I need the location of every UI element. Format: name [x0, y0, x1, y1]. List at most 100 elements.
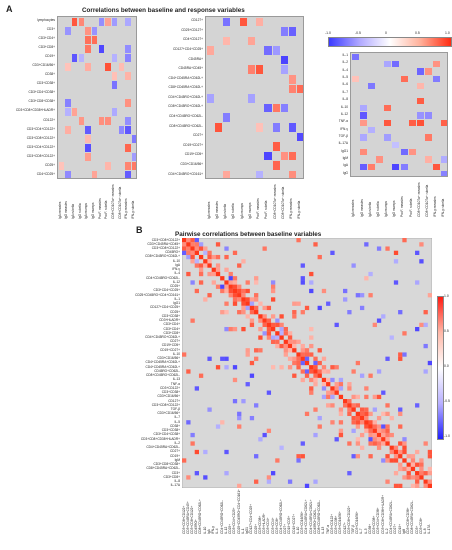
heatmap-cell: [296, 458, 301, 463]
heatmap-cell: [194, 263, 199, 268]
heatmap-cell: [249, 322, 255, 328]
heatmap-cell: [275, 335, 280, 340]
heatmap-cell: [376, 246, 382, 251]
heatmap-cell: [258, 335, 263, 340]
heatmap-cell: [355, 424, 361, 429]
heatmap-cell: [309, 369, 314, 374]
heatmap-cell: [381, 458, 386, 463]
heatmap-cell: [347, 310, 352, 315]
heatmap-cell: [224, 254, 229, 260]
heatmap-cell: [419, 471, 424, 476]
panel-b-title: Pairwise correlations between baseline v…: [175, 231, 322, 238]
heatmap-cell: [292, 301, 297, 306]
column-label: IgG measles: [214, 201, 219, 219]
row-label: IFN-γ: [172, 267, 180, 272]
column-label: IgG rubella: [77, 203, 82, 219]
heatmap-cell: [224, 288, 229, 294]
heatmap-cell: [266, 322, 272, 328]
heatmap-cell: [385, 424, 390, 429]
row-label: IL-4: [174, 271, 181, 276]
heatmap-cell: [215, 263, 221, 268]
heatmap-cell: [321, 356, 327, 361]
heatmap-cell: [392, 163, 400, 171]
heatmap-cell: [245, 352, 250, 357]
row-label: CD3+CD45RA+CD45+: [147, 241, 180, 246]
heatmap-cell: [406, 475, 411, 480]
row-label: CD3+CD38+: [161, 390, 180, 395]
column-label: IFN-γ measles: [124, 198, 129, 219]
heatmap-cell: [364, 428, 369, 433]
row-label: CD4+CD45RO+CD161+: [168, 171, 203, 176]
heatmap-cell: [334, 322, 339, 328]
heatmap-cell: [258, 326, 263, 332]
heatmap-cell: [283, 348, 288, 353]
heatmap-cell: [321, 377, 327, 383]
heatmap-cell: [359, 432, 365, 438]
heatmap-cell: [441, 119, 447, 127]
heatmap-cell: [300, 263, 305, 268]
heatmap-cell: [207, 407, 212, 412]
heatmap-cell: [338, 382, 344, 387]
heatmap-cell: [270, 339, 276, 344]
heatmap-cell: [296, 339, 301, 344]
heatmap-cell: [381, 432, 386, 438]
heatmap-cell: [419, 242, 424, 247]
heatmap-cell: [364, 420, 369, 425]
heatmap-cell: [368, 428, 373, 433]
heatmap-cell: [223, 170, 231, 178]
row-label: CD3+CD16/56+: [157, 356, 180, 361]
row-label: IL-2: [174, 440, 181, 445]
heatmap-cell: [125, 53, 131, 62]
heatmap-cell: [423, 310, 428, 315]
column-label: CD8+CD107a+ measles: [416, 182, 421, 217]
heatmap-cell: [237, 288, 242, 294]
heatmap-cell: [385, 246, 390, 251]
heatmap-cell: [111, 108, 118, 117]
row-label: CD3+: [46, 26, 55, 31]
heatmap-cell: [85, 62, 91, 71]
heatmap-cell: [292, 348, 297, 353]
heatmap-cell: [223, 113, 231, 122]
row-label: IL-2: [342, 60, 349, 65]
heatmap-cell: [125, 126, 131, 135]
row-label: TGF-β: [338, 133, 348, 138]
row-label: IL-12: [172, 279, 180, 284]
heatmap-cell: [224, 356, 229, 361]
heatmap-cell: [78, 17, 85, 26]
heatmap-cell: [300, 454, 305, 459]
column-label: IgG rubella: [231, 203, 236, 219]
heatmap-cell: [300, 352, 305, 357]
row-label: CD8+CD45RA+CD62L+: [168, 85, 203, 90]
row-label: IL-10: [172, 351, 180, 356]
colorbar-tick: 0.5: [415, 31, 420, 35]
heatmap-cell: [376, 437, 382, 442]
heatmap-cell: [326, 377, 331, 383]
heatmap-cell: [203, 297, 208, 302]
row-label: CD8+CD45RO+CD62L-: [145, 373, 180, 378]
heatmap-cell: [256, 17, 264, 27]
heatmap-cell: [389, 458, 394, 463]
row-label: CD3+CD8+CD122+: [151, 402, 180, 407]
heatmap-cell: [321, 369, 327, 374]
heatmap-cell: [182, 352, 187, 357]
column-label: IFN-γ measles: [433, 196, 438, 217]
heatmap-cell: [287, 343, 293, 349]
heatmap-cell: [410, 458, 416, 463]
row-label: CD3+CD16/56+: [157, 411, 180, 416]
heatmap-cell: [203, 259, 208, 264]
colorbar-tick: 0: [385, 31, 387, 35]
heatmap-cell: [393, 458, 399, 463]
heatmap-cell: [296, 352, 301, 357]
heatmap-cell: [256, 170, 264, 178]
column-label: IgG measles: [359, 199, 364, 217]
heatmap-cell: [287, 348, 293, 353]
heatmap-cell: [376, 369, 382, 374]
row-label: CD19+CD5+: [161, 343, 180, 348]
heatmap-cell: [232, 297, 238, 302]
heatmap-cell: [326, 301, 331, 306]
heatmap-cell: [309, 386, 314, 391]
panel-b-heatmap: [181, 237, 433, 489]
panel-a-heatmap-2: [205, 16, 304, 179]
heatmap-cell: [419, 475, 424, 480]
heatmap-cell: [264, 103, 272, 113]
